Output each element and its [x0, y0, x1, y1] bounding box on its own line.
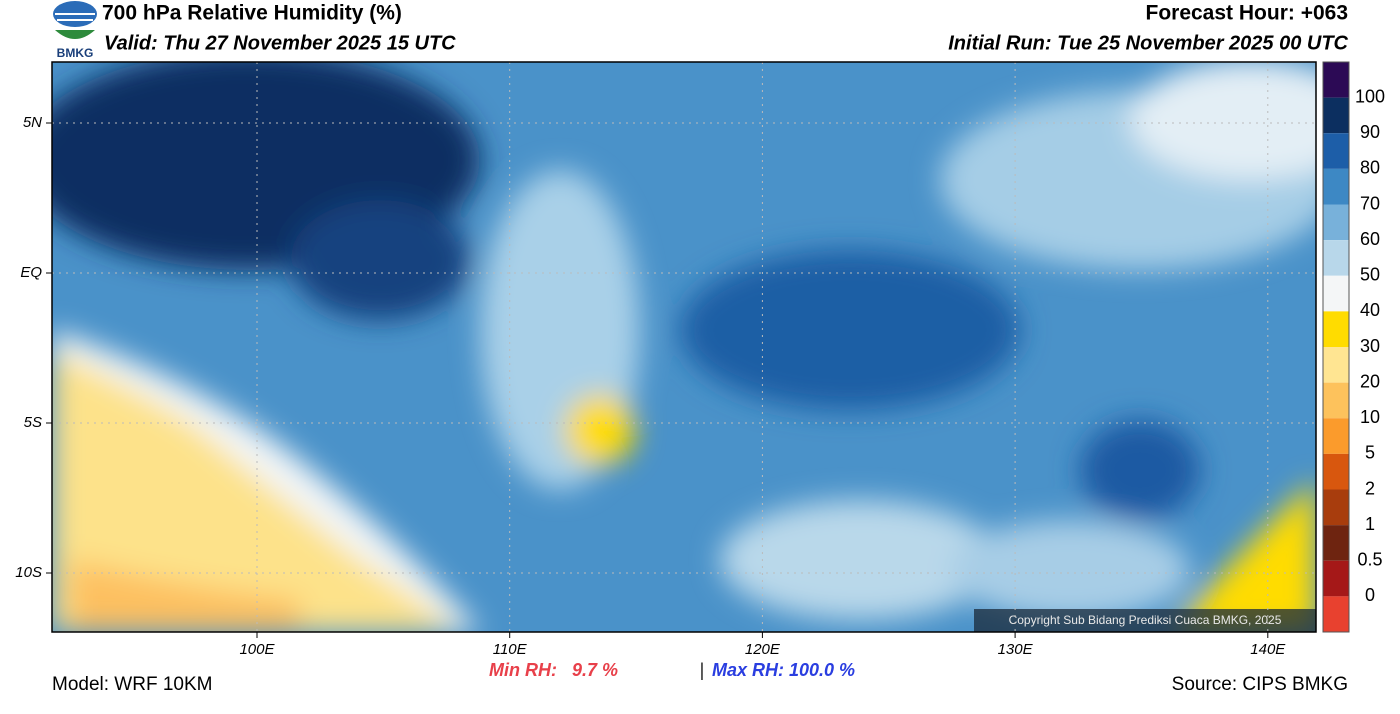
- colorbar-label: 20: [1360, 371, 1380, 391]
- colorbar-box: [1323, 596, 1349, 632]
- colorbar-label: 10: [1360, 407, 1380, 427]
- colorbar-box: [1323, 418, 1349, 454]
- colorbar-box: [1323, 489, 1349, 526]
- colorbar-label: 5: [1365, 443, 1375, 463]
- humidity-field: Copyright Sub Bidang Prediksi Cuaca BMKG…: [52, 62, 1316, 632]
- colorbar-label: 0.5: [1357, 550, 1382, 570]
- copyright: Copyright Sub Bidang Prediksi Cuaca BMKG…: [1009, 613, 1282, 627]
- colorbar-label: 90: [1360, 122, 1380, 142]
- lat-label: 5S: [24, 414, 42, 431]
- colorbar-box: [1323, 311, 1349, 347]
- colorbar-label: 50: [1360, 265, 1380, 285]
- colorbar-frame: [1322, 61, 1350, 633]
- colorbar-label: 30: [1360, 336, 1380, 356]
- map-frame: [51, 61, 1317, 633]
- forecast-hour: Forecast Hour: +063: [1146, 2, 1349, 25]
- max-rh: Max RH: 100.0 %: [712, 660, 855, 680]
- logo: BMKG: [53, 1, 97, 60]
- model: Model: WRF 10KM: [52, 674, 212, 695]
- lon-label: 120E: [745, 641, 781, 658]
- colorbar-label: 2: [1365, 478, 1375, 498]
- colorbar-label: 1: [1365, 514, 1375, 534]
- colorbar-box: [1323, 168, 1349, 205]
- lon-label: 140E: [1250, 641, 1286, 658]
- logo-text: BMKG: [57, 46, 94, 60]
- valid-time: Valid: Thu 27 November 2025 15 UTC: [104, 32, 456, 54]
- colorbar-box: [1323, 133, 1349, 169]
- title: 700 hPa Relative Humidity (%): [102, 2, 402, 25]
- colorbar-box: [1323, 275, 1349, 312]
- min-rh: Min RH: 9.7 %: [489, 660, 618, 680]
- colorbar-box: [1323, 204, 1349, 241]
- colorbar-box: [1323, 347, 1349, 383]
- colorbar-box: [1323, 382, 1349, 419]
- colorbar-box: [1323, 525, 1349, 561]
- colorbar-label: 40: [1360, 300, 1380, 320]
- colorbar-box: [1323, 62, 1349, 98]
- lat-label: EQ: [20, 264, 42, 281]
- lon-label: 110E: [493, 641, 528, 658]
- colorbar-label: 80: [1360, 158, 1380, 178]
- colorbar-box: [1323, 240, 1349, 276]
- colorbar-label: 60: [1360, 229, 1380, 249]
- colorbar-label: 0: [1365, 585, 1375, 605]
- lon-label: 130E: [998, 641, 1034, 658]
- colorbar-box: [1323, 560, 1349, 597]
- lon-label: 100E: [239, 641, 275, 658]
- separator: |: [700, 660, 705, 680]
- colorbar-box: [1323, 453, 1349, 490]
- lat-label: 5N: [23, 114, 42, 131]
- colorbar-box: [1323, 97, 1349, 134]
- source: Source: CIPS BMKG: [1172, 674, 1348, 695]
- initial-run: Initial Run: Tue 25 November 2025 00 UTC: [948, 32, 1348, 54]
- colorbar-label: 70: [1360, 193, 1380, 213]
- colorbar-label: 100: [1355, 86, 1385, 106]
- lat-label: 10S: [15, 564, 42, 581]
